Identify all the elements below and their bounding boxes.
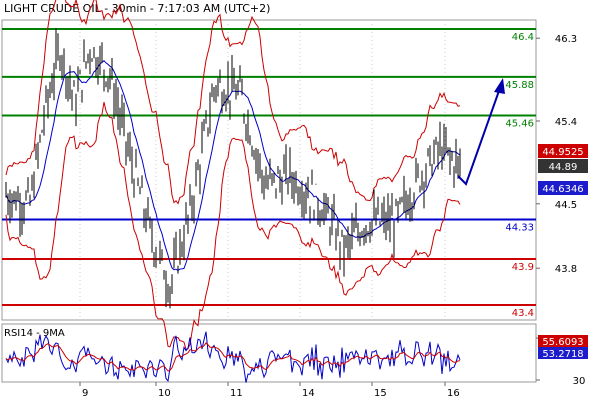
level-label: 46.4 [512, 32, 534, 43]
rsi-panel-frame [1, 323, 537, 383]
projection-arrow [457, 78, 505, 186]
lower-band-line [5, 101, 461, 351]
rsi-title: RSI14 - 9MA [4, 328, 65, 339]
rsi-line [5, 331, 461, 383]
main-panel-frame [1, 19, 537, 321]
price-tag-label: 44.6346 [542, 184, 583, 195]
time-tick-label: 16 [447, 388, 460, 399]
price-tag [538, 144, 588, 158]
price-tag-label: 44.9525 [542, 147, 583, 158]
rsi-ma-line [5, 342, 461, 372]
price-tick-label: 43.8 [555, 264, 577, 275]
price-tick-label: 46.3 [555, 34, 577, 45]
rsi-tag-label: 53.2718 [542, 349, 583, 360]
price-candles [5, 28, 461, 309]
price-tick-label: 45.4 [555, 117, 577, 128]
moving-average-line [5, 60, 461, 272]
level-label: 43.4 [512, 308, 534, 319]
chart-title: LIGHT CRUDE OIL - 30min - 7:17:03 AM (UT… [4, 2, 270, 15]
bollinger-bands [5, 0, 461, 351]
level-label: 45.46 [505, 118, 534, 129]
level-label: 45.88 [505, 80, 534, 91]
time-tick-label: 9 [82, 388, 88, 399]
price-tags: 44.9525 44.89 44.6346 [538, 144, 588, 195]
rsi-tag [538, 347, 588, 359]
price-tag [538, 159, 588, 173]
level-lines: 46.4 45.88 45.46 44.33 43.9 43.4 [2, 28, 536, 319]
level-label: 44.33 [505, 222, 534, 233]
rsi-tick-label: 30 [573, 376, 586, 387]
price-tag [538, 181, 588, 195]
rsi-tag [538, 335, 588, 347]
rsi-lines [5, 331, 461, 383]
price-tag-label: 44.89 [549, 162, 578, 173]
time-tick-label: 15 [374, 388, 387, 399]
level-label: 43.9 [512, 262, 534, 273]
arrow-head [494, 78, 505, 94]
rsi-tag-label: 55.6093 [542, 337, 583, 348]
time-tick-label: 14 [302, 388, 315, 399]
time-tick-label: 11 [230, 388, 243, 399]
time-tick-label: 10 [158, 388, 171, 399]
price-tick-label: 44.5 [555, 200, 577, 211]
projection-arrow-line [457, 87, 501, 186]
upper-band-line [5, 0, 461, 205]
time-axis: 9 10 11 14 15 16 [79, 382, 460, 399]
price-axis: 46.3 45.4 44.5 43.8 [536, 34, 577, 275]
